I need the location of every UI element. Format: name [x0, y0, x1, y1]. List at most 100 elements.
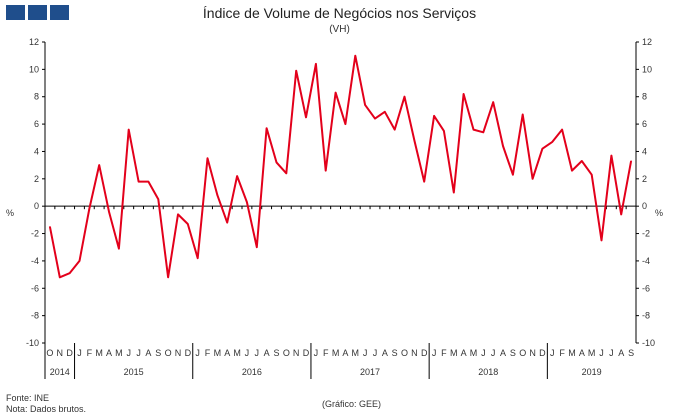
- data-point: [394, 129, 396, 131]
- month-label: D: [303, 348, 310, 358]
- month-label: J: [550, 348, 555, 358]
- data-point: [206, 157, 209, 159]
- y-unit-right: %: [655, 208, 664, 218]
- data-point: [512, 174, 514, 176]
- month-label: M: [450, 348, 458, 358]
- month-label: D: [421, 348, 428, 358]
- y-tick-label-left: -4: [31, 256, 39, 266]
- y-tick-label-right: 6: [642, 119, 647, 129]
- y-tick-label-left: -2: [31, 229, 39, 239]
- month-label: J: [432, 348, 437, 358]
- y-tick-label-right: -8: [642, 311, 650, 321]
- data-point: [78, 260, 81, 262]
- month-label: O: [46, 348, 53, 358]
- data-point: [364, 104, 366, 106]
- chart-title: Índice de Volume de Negócios nos Serviço…: [202, 5, 477, 21]
- month-label: J: [314, 348, 319, 358]
- month-label: M: [115, 348, 123, 358]
- data-point: [266, 127, 268, 129]
- month-label: J: [245, 348, 250, 358]
- data-point: [59, 276, 61, 278]
- y-tick-label-right: 2: [642, 174, 647, 184]
- data-point: [157, 198, 159, 200]
- data-point: [315, 63, 317, 65]
- data-note: Nota: Dados brutos.: [6, 404, 87, 414]
- logo-square: [50, 5, 69, 20]
- data-point: [610, 155, 613, 157]
- data-point: [108, 211, 110, 213]
- month-label: M: [95, 348, 103, 358]
- month-label: N: [529, 348, 536, 358]
- month-label: F: [205, 348, 211, 358]
- data-point: [541, 148, 544, 150]
- data-point: [522, 113, 524, 116]
- data-point: [138, 181, 140, 183]
- data-point: [630, 160, 632, 162]
- month-label: F: [441, 348, 447, 358]
- chart-credit: (Gráfico: GEE): [322, 399, 382, 409]
- month-label: D: [185, 348, 192, 358]
- logo: [6, 5, 69, 20]
- month-label: A: [382, 348, 388, 358]
- year-label: 2018: [478, 367, 498, 377]
- data-point: [98, 164, 100, 166]
- y-tick-label-right: 4: [642, 146, 647, 156]
- logo-square: [6, 5, 25, 20]
- month-label: J: [373, 348, 378, 358]
- data-point: [561, 129, 563, 131]
- y-tick-label-right: 12: [642, 37, 652, 47]
- month-label: S: [510, 348, 516, 358]
- chart-subtitle: (VH): [329, 24, 350, 35]
- data-point: [177, 213, 179, 215]
- y-tick-label-left: 0: [34, 201, 39, 211]
- y-tick-label-right: -4: [642, 256, 650, 266]
- month-label: O: [401, 348, 408, 358]
- year-label: 2019: [582, 367, 602, 377]
- month-label: A: [264, 348, 270, 358]
- data-point: [118, 248, 120, 250]
- month-label: A: [461, 348, 467, 358]
- data-point: [295, 70, 297, 72]
- y-tick-label-left: 12: [29, 37, 39, 47]
- month-label: O: [283, 348, 290, 358]
- y-tick-label-right: 0: [642, 201, 647, 211]
- month-label: A: [342, 348, 348, 358]
- month-label: S: [155, 348, 161, 358]
- y-tick-label-left: -8: [31, 311, 39, 321]
- data-point: [305, 116, 307, 118]
- data-point: [374, 118, 376, 120]
- year-label: 2017: [360, 367, 380, 377]
- month-label: M: [233, 348, 241, 358]
- y-tick-label-right: 10: [642, 64, 652, 74]
- month-label: J: [255, 348, 260, 358]
- month-label: M: [352, 348, 360, 358]
- data-point: [49, 226, 51, 228]
- month-label: N: [57, 348, 64, 358]
- month-label: M: [470, 348, 478, 358]
- y-unit-left: %: [6, 208, 15, 218]
- year-label: 2016: [242, 367, 262, 377]
- logo-square: [28, 5, 47, 20]
- month-label: J: [491, 348, 496, 358]
- data-point: [69, 272, 71, 274]
- data-point: [246, 201, 248, 203]
- data-point: [88, 208, 90, 210]
- data-point: [354, 55, 356, 57]
- y-tick-label-left: -6: [31, 283, 39, 293]
- year-label: 2014: [50, 367, 70, 377]
- month-label: S: [628, 348, 634, 358]
- month-label: J: [195, 348, 200, 358]
- data-point: [236, 175, 238, 177]
- month-label: F: [87, 348, 93, 358]
- series-line: [48, 54, 633, 279]
- month-label: J: [481, 348, 486, 358]
- month-label: A: [106, 348, 112, 358]
- data-point: [463, 93, 465, 95]
- data-point: [532, 178, 534, 180]
- y-tick-label-left: 10: [29, 64, 39, 74]
- month-label: F: [323, 348, 329, 358]
- data-point: [551, 141, 553, 143]
- data-point: [216, 194, 218, 196]
- data-point: [384, 111, 386, 113]
- y-tick-label-right: -2: [642, 229, 650, 239]
